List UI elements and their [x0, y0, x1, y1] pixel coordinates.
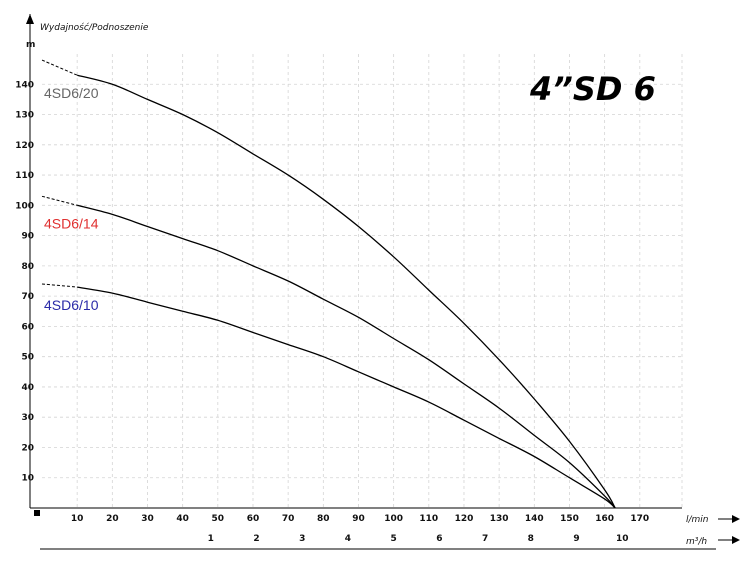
y-axis-unit: m: [26, 40, 35, 50]
x-tick-70: 70: [282, 514, 295, 524]
x-tick-80: 80: [317, 514, 330, 524]
curve-4sd6-20: [77, 74, 616, 509]
x-tick-100: 100: [384, 514, 403, 524]
m3h-tick-6: 6: [436, 534, 442, 544]
curve-dashed-4sd6-20: [41, 59, 78, 76]
series-label-4sd6-14: 4SD6/14: [44, 215, 99, 231]
curves: [41, 59, 616, 509]
curve-4sd6-10: [77, 286, 616, 509]
x-tick-90: 90: [352, 514, 365, 524]
grid: [42, 54, 683, 508]
m3h-tick-7: 7: [482, 534, 488, 544]
y-tick-130: 130: [15, 111, 34, 121]
origin-marker: [34, 510, 40, 516]
y-tick-40: 40: [21, 383, 34, 393]
y-tick-80: 80: [21, 262, 34, 272]
y-tick-30: 30: [21, 413, 34, 423]
x-tick-60: 60: [247, 514, 260, 524]
x-axis-title-lmin: l/min: [686, 515, 709, 525]
x-tick-160: 160: [595, 514, 614, 524]
x-tick-30: 30: [141, 514, 154, 524]
x-tick-150: 150: [560, 514, 579, 524]
x-axis-title-m3h: m³/h: [686, 537, 707, 547]
series-label-4sd6-10: 4SD6/10: [44, 297, 99, 313]
series-labels: 4SD6/20 4SD6/14 4SD6/10: [44, 85, 99, 313]
y-tick-140: 140: [15, 80, 34, 90]
x-tick-130: 130: [490, 514, 509, 524]
lmin-arrow-head: [732, 515, 740, 523]
m3h-tick-8: 8: [528, 534, 534, 544]
y-tick-110: 110: [15, 171, 34, 181]
x-tick-40: 40: [176, 514, 189, 524]
x-tick-20: 20: [106, 514, 119, 524]
y-tick-20: 20: [21, 443, 34, 453]
m3h-tick-4: 4: [345, 534, 351, 544]
x-tick-50: 50: [212, 514, 225, 524]
chart-title: 4”SD 6: [529, 70, 656, 108]
m3h-tick-1: 1: [208, 534, 214, 544]
m3h-tick-9: 9: [573, 534, 579, 544]
y-tick-100: 100: [15, 201, 34, 211]
curve-dashed-4sd6-14: [41, 195, 78, 206]
x-tick-140: 140: [525, 514, 544, 524]
x-tick-10: 10: [71, 514, 84, 524]
x-tick-120: 120: [455, 514, 474, 524]
y-axis-arrow: [26, 14, 34, 24]
y-tick-90: 90: [21, 232, 34, 242]
y-tick-50: 50: [21, 353, 34, 363]
y-tick-70: 70: [21, 292, 34, 302]
y-tick-120: 120: [15, 141, 34, 151]
m3h-tick-3: 3: [299, 534, 305, 544]
y-axis-title: Wydajność/Podnoszenie: [40, 22, 149, 33]
curve-4sd6-14: [77, 204, 616, 509]
y-tick-10: 10: [21, 474, 34, 484]
y-tick-60: 60: [21, 322, 34, 332]
curve-dashed-4sd6-10: [41, 283, 78, 288]
x-tick-110: 110: [419, 514, 438, 524]
series-label-4sd6-20: 4SD6/20: [44, 85, 99, 101]
axes: [26, 14, 740, 550]
m3h-tick-10: 10: [616, 534, 629, 544]
m3h-arrow-head: [732, 536, 740, 544]
m3h-tick-5: 5: [391, 534, 397, 544]
m3h-tick-2: 2: [253, 534, 259, 544]
x-tick-170: 170: [630, 514, 649, 524]
